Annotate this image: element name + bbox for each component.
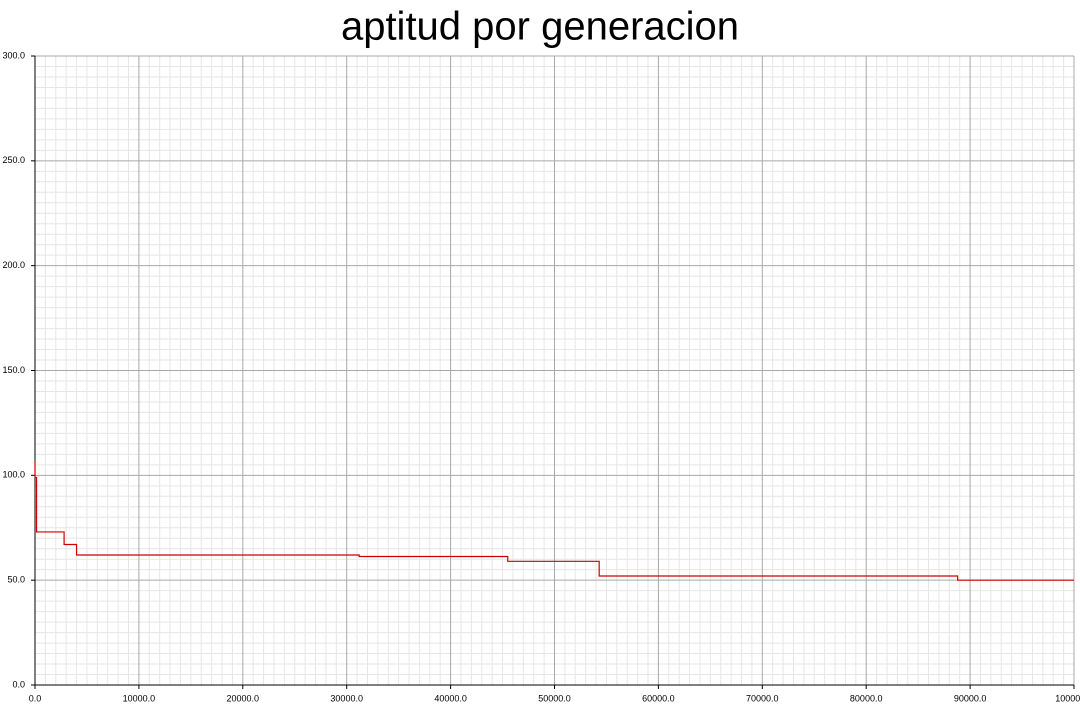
x-tick-label: 90000.0 <box>954 693 987 703</box>
x-tick-label: 50000.0 <box>538 693 571 703</box>
x-tick-label: 20000.0 <box>227 693 260 703</box>
y-tick-label: 250.0 <box>2 155 25 165</box>
x-tick-label: 0.0 <box>29 693 42 703</box>
y-tick-label: 300.0 <box>2 50 25 60</box>
y-tick-label: 100.0 <box>2 470 25 480</box>
x-tick-label: 40000.0 <box>434 693 467 703</box>
chart-title: aptitud por generacion <box>341 5 739 49</box>
x-tick-label: 70000.0 <box>746 693 779 703</box>
x-tick-label: 30000.0 <box>330 693 363 703</box>
x-tick-label: 80000.0 <box>850 693 883 703</box>
x-tick-label: 10000.0 <box>123 693 156 703</box>
y-tick-label: 200.0 <box>2 260 25 270</box>
data-line <box>34 460 1074 581</box>
y-tick-label: 50.0 <box>7 575 25 585</box>
y-tick-label: 0.0 <box>12 679 25 689</box>
x-tick-label: 60000.0 <box>642 693 675 703</box>
y-tick-label: 150.0 <box>2 365 25 375</box>
